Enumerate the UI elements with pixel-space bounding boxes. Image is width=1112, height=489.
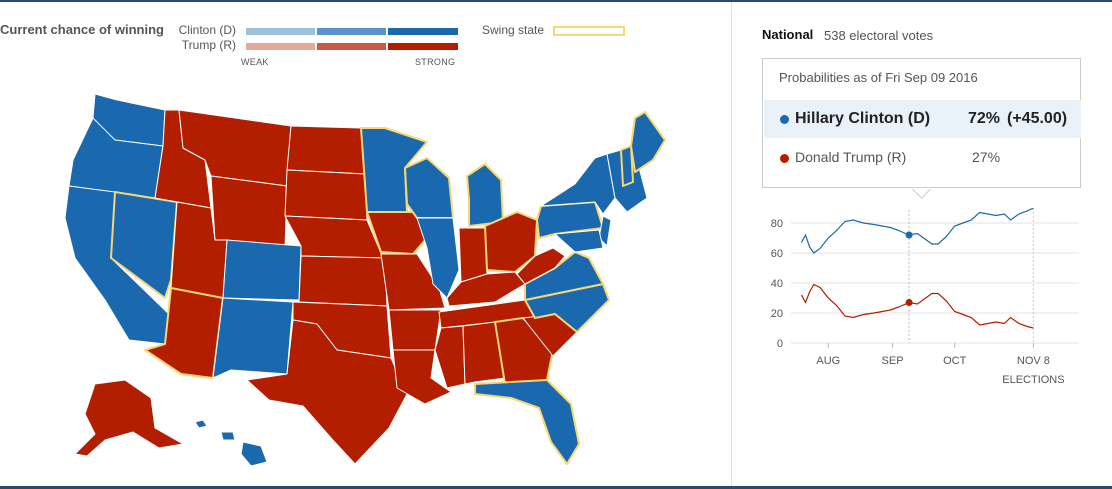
swing-state-swatch: [553, 26, 625, 36]
y-tick-label: 60: [771, 248, 783, 260]
y-tick-label: 20: [771, 308, 783, 320]
state-texas: [246, 319, 408, 465]
state-kentucky: [446, 271, 526, 307]
state-mississippi: [434, 325, 466, 389]
legend-clinton-weak: [246, 28, 315, 35]
x-tick-label: OCT: [943, 355, 967, 367]
state-alabama: [462, 321, 506, 385]
trump-percent: 27%: [972, 149, 1001, 165]
state-florida: [474, 379, 580, 465]
state-michigan: [466, 163, 504, 227]
legend-trump-weak: [246, 43, 315, 50]
legend-trump-medium: [317, 43, 386, 50]
legend-trump-label: Trump (R): [181, 38, 236, 52]
legend-weak-label: WEAK: [241, 57, 269, 67]
national-electoral-votes: 538 electoral votes: [824, 28, 934, 43]
clinton-name: Hillary Clinton (D): [795, 110, 931, 127]
state-new-jersey: [598, 215, 612, 247]
legend-clinton-medium: [317, 28, 386, 35]
state-alaska: [74, 379, 184, 457]
legend-clinton-label: Clinton (D): [178, 23, 236, 37]
legend-strong-label: STRONG: [415, 57, 456, 67]
state-north-dakota: [286, 125, 366, 175]
clinton-change: (+45.00): [1007, 110, 1068, 127]
us-electoral-map: [64, 93, 666, 467]
state-colorado: [222, 239, 302, 301]
state-south-dakota: [284, 169, 368, 221]
probability-date: Probabilities as of Fri Sep 09 2016: [779, 70, 978, 85]
swing-state-label: Swing state: [482, 23, 545, 37]
state-indiana: [458, 227, 488, 283]
x-tick-label: SEP: [882, 355, 904, 367]
state-maine: [630, 111, 666, 173]
state-iowa: [366, 211, 428, 255]
trump-name: Donald Trump (R): [795, 149, 907, 165]
series-line: [800, 283, 1034, 329]
bottom-border: [0, 486, 1112, 489]
probability-tooltip: Probabilities as of Fri Sep 09 2016 Hill…: [762, 58, 1081, 188]
x-tick-sublabel: ELECTIONS: [1002, 374, 1064, 386]
x-tick-label: NOV 8: [1017, 355, 1050, 367]
state-arkansas: [388, 309, 442, 351]
national-title: National: [762, 27, 814, 42]
top-border: [0, 0, 1112, 2]
state-wyoming: [210, 175, 288, 249]
probability-trend-chart[interactable]: 80 60 40 20 0 AUG SEP OCT NOV 8 ELECTIONS: [757, 208, 1087, 393]
series-line: [800, 208, 1034, 254]
trump-dot-icon: [780, 154, 789, 163]
state-missouri: [380, 253, 446, 311]
state-new-mexico: [212, 297, 294, 379]
y-tick-label: 0: [777, 338, 783, 350]
state-kansas: [298, 255, 388, 307]
clinton-dot-icon: [780, 115, 789, 124]
series-marker: [905, 231, 913, 239]
chart-title: Current chance of winning: [0, 22, 164, 37]
clinton-percent: 72%: [968, 110, 1001, 127]
y-tick-label: 40: [771, 278, 783, 290]
legend-clinton-strong: [388, 28, 458, 35]
x-tick-label: AUG: [816, 355, 840, 367]
state-georgia: [494, 317, 554, 385]
clinton-row[interactable]: Hillary Clinton (D) 72% (+45.00): [764, 100, 1081, 138]
state-west-virginia: [516, 247, 566, 285]
state-new-hampshire: [620, 145, 634, 187]
state-wisconsin: [404, 157, 454, 219]
state-hawaii: [194, 419, 268, 467]
legend-trump-strong: [388, 43, 458, 50]
state-maryland: [554, 229, 604, 253]
panel-divider: [731, 2, 732, 486]
series-marker: [905, 299, 913, 306]
y-tick-label: 80: [771, 218, 783, 230]
trump-row[interactable]: Donald Trump (R) 27%: [764, 139, 1081, 177]
